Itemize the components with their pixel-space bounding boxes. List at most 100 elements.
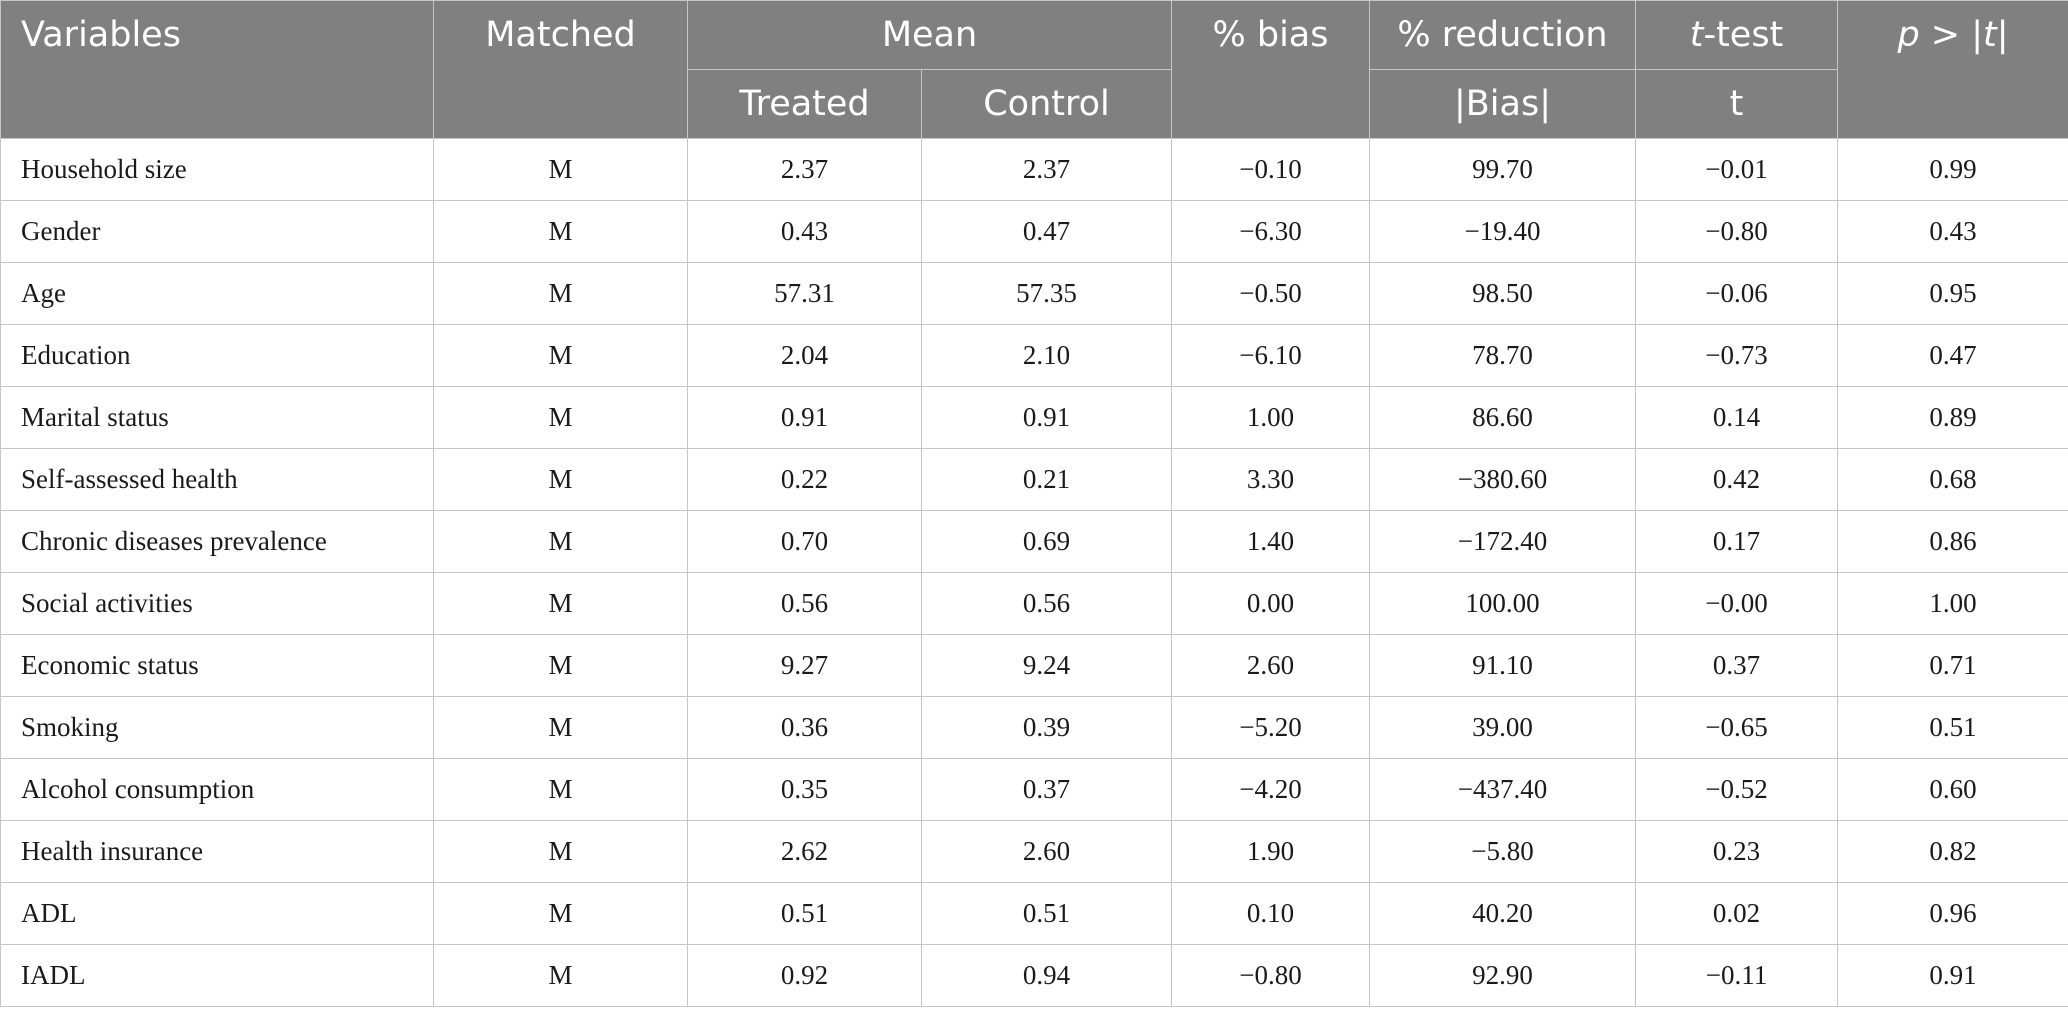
header-p-t: t [1983,15,1997,55]
cell-matched: M [433,262,688,325]
table-row: Age M 57.31 57.35 −0.50 98.50 −0.06 0.95 [0,262,2068,325]
table-row: ADL M 0.51 0.51 0.10 40.20 0.02 0.96 [0,882,2068,945]
cell-variable: Chronic diseases prevalence [0,510,434,573]
cell-bias: −6.30 [1171,200,1370,263]
cell-p: 0.86 [1837,510,2068,573]
cell-t: 0.37 [1635,634,1838,697]
cell-t: 0.14 [1635,386,1838,449]
cell-bias: −0.10 [1171,138,1370,201]
cell-matched: M [433,634,688,697]
table-header: Variables Matched Mean % bias % reductio… [0,0,2068,139]
cell-p: 0.43 [1837,200,2068,263]
cell-control: 0.69 [921,510,1172,573]
header-bias: % bias [1171,0,1370,139]
header-p-mid: > | [1919,15,1984,55]
cell-treated: 0.35 [687,758,922,821]
table-row: Health insurance M 2.62 2.60 1.90 −5.80 0.23 0.… [0,820,2068,883]
header-abs-bias: |Bias| [1369,69,1636,139]
cell-reduction: 40.20 [1369,882,1636,945]
cell-p: 0.82 [1837,820,2068,883]
cell-reduction: 91.10 [1369,634,1636,697]
cell-control: 0.47 [921,200,1172,263]
cell-variable: Health insurance [0,820,434,883]
cell-p: 0.68 [1837,448,2068,511]
cell-matched: M [433,944,688,1007]
table-body: Household size M 2.37 2.37 −0.10 99.70 −0.01 0.… [0,138,2068,1007]
cell-matched: M [433,758,688,821]
header-variables: Variables [0,0,434,139]
cell-treated: 9.27 [687,634,922,697]
table-row: Self-assessed health M 0.22 0.21 3.30 −380.60… [0,448,2068,511]
cell-control: 0.56 [921,572,1172,635]
cell-bias: −0.80 [1171,944,1370,1007]
header-ttest-rest: -test [1703,15,1784,55]
cell-p: 0.71 [1837,634,2068,697]
cell-t: 0.02 [1635,882,1838,945]
cell-p: 0.47 [1837,324,2068,387]
cell-bias: −6.10 [1171,324,1370,387]
cell-treated: 0.91 [687,386,922,449]
table-row: Social activities M 0.56 0.56 0.00 100.00 −0.0… [0,572,2068,635]
cell-t: −0.11 [1635,944,1838,1007]
cell-bias: −0.50 [1171,262,1370,325]
cell-t: 0.23 [1635,820,1838,883]
cell-control: 0.51 [921,882,1172,945]
cell-reduction: −19.40 [1369,200,1636,263]
balance-table: Variables Matched Mean % bias % reductio… [0,0,2068,1007]
cell-matched: M [433,138,688,201]
header-matched: Matched [433,0,688,139]
header-t: t [1635,69,1838,139]
cell-p: 0.51 [1837,696,2068,759]
cell-variable: Self-assessed health [0,448,434,511]
cell-variable: Education [0,324,434,387]
cell-bias: 1.40 [1171,510,1370,573]
cell-variable: Social activities [0,572,434,635]
cell-bias: 0.10 [1171,882,1370,945]
cell-t: −0.06 [1635,262,1838,325]
table-row: Alcohol consumption M 0.35 0.37 −4.20 −437.40… [0,758,2068,821]
cell-t: −0.00 [1635,572,1838,635]
cell-matched: M [433,572,688,635]
cell-reduction: −437.40 [1369,758,1636,821]
cell-reduction: −5.80 [1369,820,1636,883]
cell-control: 0.94 [921,944,1172,1007]
cell-treated: 0.43 [687,200,922,263]
cell-control: 0.37 [921,758,1172,821]
header-control: Control [921,69,1172,139]
cell-matched: M [433,200,688,263]
cell-t: −0.80 [1635,200,1838,263]
cell-reduction: 86.60 [1369,386,1636,449]
header-pvalue: p > |t| [1837,0,2068,139]
cell-variable: IADL [0,944,434,1007]
table-row: Gender M 0.43 0.47 −6.30 −19.40 −0.80 0.43 [0,200,2068,263]
table-row: Marital status M 0.91 0.91 1.00 86.60 0.14 0.89 [0,386,2068,449]
cell-control: 0.91 [921,386,1172,449]
cell-bias: 1.00 [1171,386,1370,449]
cell-control: 0.39 [921,696,1172,759]
cell-reduction: −380.60 [1369,448,1636,511]
cell-variable: Smoking [0,696,434,759]
cell-variable: Gender [0,200,434,263]
cell-p: 0.89 [1837,386,2068,449]
cell-control: 2.10 [921,324,1172,387]
cell-treated: 2.62 [687,820,922,883]
header-reduction: % reduction [1369,0,1636,70]
cell-treated: 0.51 [687,882,922,945]
cell-control: 0.21 [921,448,1172,511]
cell-matched: M [433,820,688,883]
cell-variable: Economic status [0,634,434,697]
cell-t: −0.65 [1635,696,1838,759]
cell-bias: 3.30 [1171,448,1370,511]
cell-variable: Alcohol consumption [0,758,434,821]
cell-variable: Household size [0,138,434,201]
table-row: Smoking M 0.36 0.39 −5.20 39.00 −0.65 0.51 [0,696,2068,759]
cell-p: 0.96 [1837,882,2068,945]
header-mean: Mean [687,0,1172,70]
cell-reduction: 100.00 [1369,572,1636,635]
cell-variable: Marital status [0,386,434,449]
cell-control: 2.37 [921,138,1172,201]
cell-treated: 2.37 [687,138,922,201]
header-ttest: t-test [1635,0,1838,70]
cell-p: 1.00 [1837,572,2068,635]
